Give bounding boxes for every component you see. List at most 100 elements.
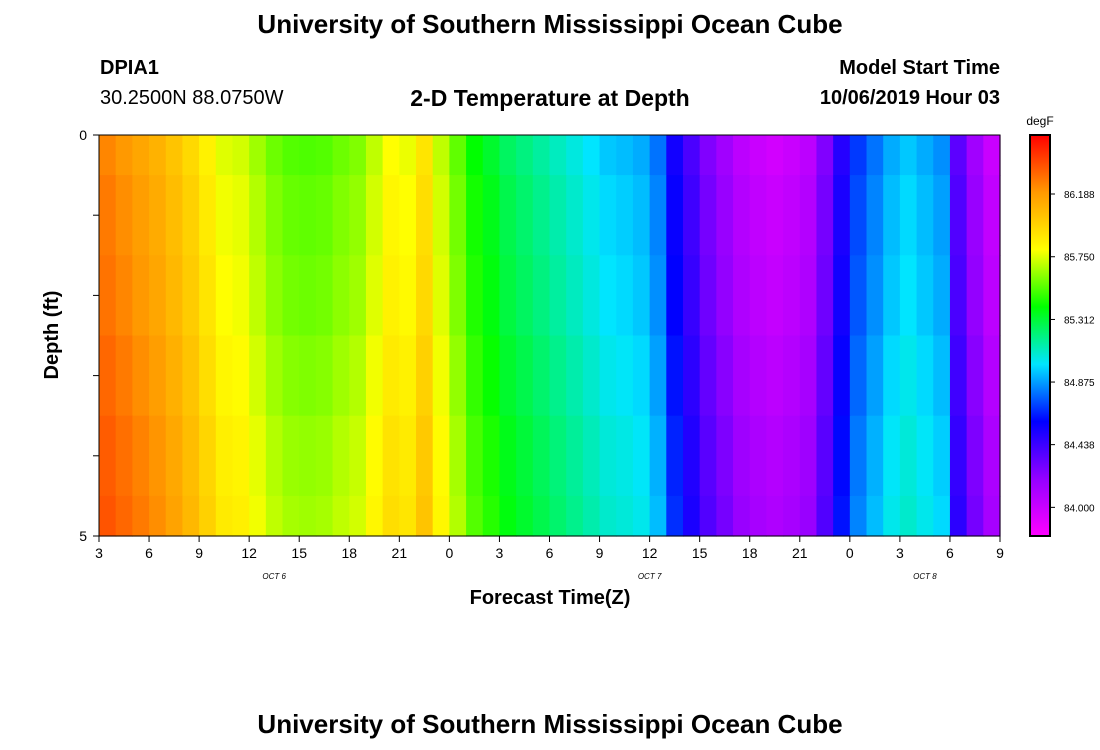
heatmap-cell xyxy=(783,415,801,497)
heatmap-cell xyxy=(649,255,667,337)
heatmap-cell xyxy=(482,335,501,417)
heatmap-cell xyxy=(766,335,784,417)
heatmap-cell xyxy=(215,175,234,256)
heatmap-cell xyxy=(933,335,951,417)
heatmap-cell xyxy=(799,415,818,497)
heatmap-cell xyxy=(349,335,367,417)
heatmap-cell xyxy=(532,255,551,337)
heatmap-cell xyxy=(299,135,317,176)
heatmap-cell xyxy=(899,175,918,256)
heatmap-cell xyxy=(666,495,684,537)
heatmap-cell xyxy=(766,415,784,497)
heatmap-cell xyxy=(332,175,350,256)
heatmap-cell xyxy=(482,175,501,256)
heatmap-cell xyxy=(399,175,417,256)
heatmap-cell xyxy=(816,135,834,176)
heatmap-cell xyxy=(916,415,934,497)
x-tick-label: 18 xyxy=(742,545,758,561)
heatmap-cell xyxy=(315,495,334,537)
heatmap-cell xyxy=(549,495,567,537)
heatmap-cell xyxy=(449,415,467,497)
heatmap-cell xyxy=(616,175,634,256)
heatmap-cell xyxy=(899,135,918,176)
heatmap-cell xyxy=(582,495,601,537)
x-tick-label: 9 xyxy=(596,545,604,561)
heatmap-cell xyxy=(933,495,951,537)
heatmap-cell xyxy=(983,175,1001,256)
heatmap-cell xyxy=(482,495,501,537)
heatmap-cell xyxy=(949,135,968,176)
heatmap-cell xyxy=(315,175,334,256)
heatmap-cell xyxy=(132,415,150,497)
heatmap-cell xyxy=(182,415,200,497)
heatmap-cell xyxy=(299,335,317,417)
heatmap-cell xyxy=(282,495,300,537)
heatmap-cell xyxy=(99,175,117,256)
heatmap-cell xyxy=(382,415,400,497)
x-tick-label: 21 xyxy=(392,545,408,561)
colorbar-tick-label: 86.188 xyxy=(1064,190,1095,201)
heatmap-cell xyxy=(783,495,801,537)
heatmap-cell xyxy=(949,335,968,417)
heatmap-cell xyxy=(232,335,250,417)
heatmap-cell xyxy=(499,135,517,176)
x-tick-label: 3 xyxy=(496,545,504,561)
heatmap-cell xyxy=(949,255,968,337)
heatmap-cell xyxy=(99,255,117,337)
heatmap-cell xyxy=(249,335,267,417)
heatmap-cell xyxy=(649,175,667,256)
heatmap-cell xyxy=(432,415,450,497)
heatmap-cell xyxy=(499,255,517,337)
heatmap-cell xyxy=(199,415,217,497)
heatmap-cell xyxy=(365,495,384,537)
heatmap-cell xyxy=(699,255,717,337)
station-coordinates: 30.2500N 88.0750W xyxy=(100,87,284,109)
heatmap-cell xyxy=(382,495,400,537)
heatmap-cell xyxy=(649,335,667,417)
heatmap-cell xyxy=(799,175,818,256)
heatmap-cell xyxy=(549,175,567,256)
heatmap-cell xyxy=(215,495,234,537)
heatmap-cell xyxy=(249,415,267,497)
heatmap-cell xyxy=(966,335,984,417)
heatmap-cell xyxy=(966,135,984,176)
heatmap-cell xyxy=(365,335,384,417)
heatmap-cell xyxy=(232,175,250,256)
heatmap-cell xyxy=(182,495,200,537)
heatmap-cell xyxy=(649,415,667,497)
heatmap-cell xyxy=(616,135,634,176)
heatmap-cell xyxy=(399,415,417,497)
heatmap-cell xyxy=(299,175,317,256)
colorbar-tick-label: 85.750 xyxy=(1064,253,1095,264)
x-axis-label: Forecast Time(Z) xyxy=(470,587,631,609)
heatmap-cell xyxy=(849,495,868,537)
heatmap-cell xyxy=(249,255,267,337)
heatmap-cell xyxy=(566,335,584,417)
heatmap-cell xyxy=(716,415,734,497)
model-start-label: Model Start Time xyxy=(839,57,1000,79)
heatmap-cell xyxy=(582,135,601,176)
heatmap-cell xyxy=(666,175,684,256)
heatmap-cell xyxy=(899,415,918,497)
heatmap-cell xyxy=(899,255,918,337)
heatmap-cell xyxy=(416,135,434,176)
heatmap-cell xyxy=(299,255,317,337)
heatmap-cell xyxy=(215,415,234,497)
heatmap-cell xyxy=(532,175,551,256)
heatmap-cell xyxy=(182,135,200,176)
heatmap-cell xyxy=(849,335,868,417)
heatmap-cell xyxy=(432,495,450,537)
heatmap-cell xyxy=(899,335,918,417)
heatmap-cell xyxy=(833,135,851,176)
heatmap-cell xyxy=(616,255,634,337)
heatmap-cell xyxy=(599,495,617,537)
x-tick-label: 3 xyxy=(95,545,103,561)
page-title-bottom: University of Southern Mississippi Ocean… xyxy=(257,709,843,739)
heatmap-cell xyxy=(716,255,734,337)
heatmap-cell xyxy=(365,175,384,256)
heatmap-cell xyxy=(933,135,951,176)
colorbar-tick-label: 84.438 xyxy=(1064,441,1095,452)
heatmap-cell xyxy=(232,415,250,497)
heatmap-cell xyxy=(516,255,534,337)
heatmap-cell xyxy=(983,495,1001,537)
